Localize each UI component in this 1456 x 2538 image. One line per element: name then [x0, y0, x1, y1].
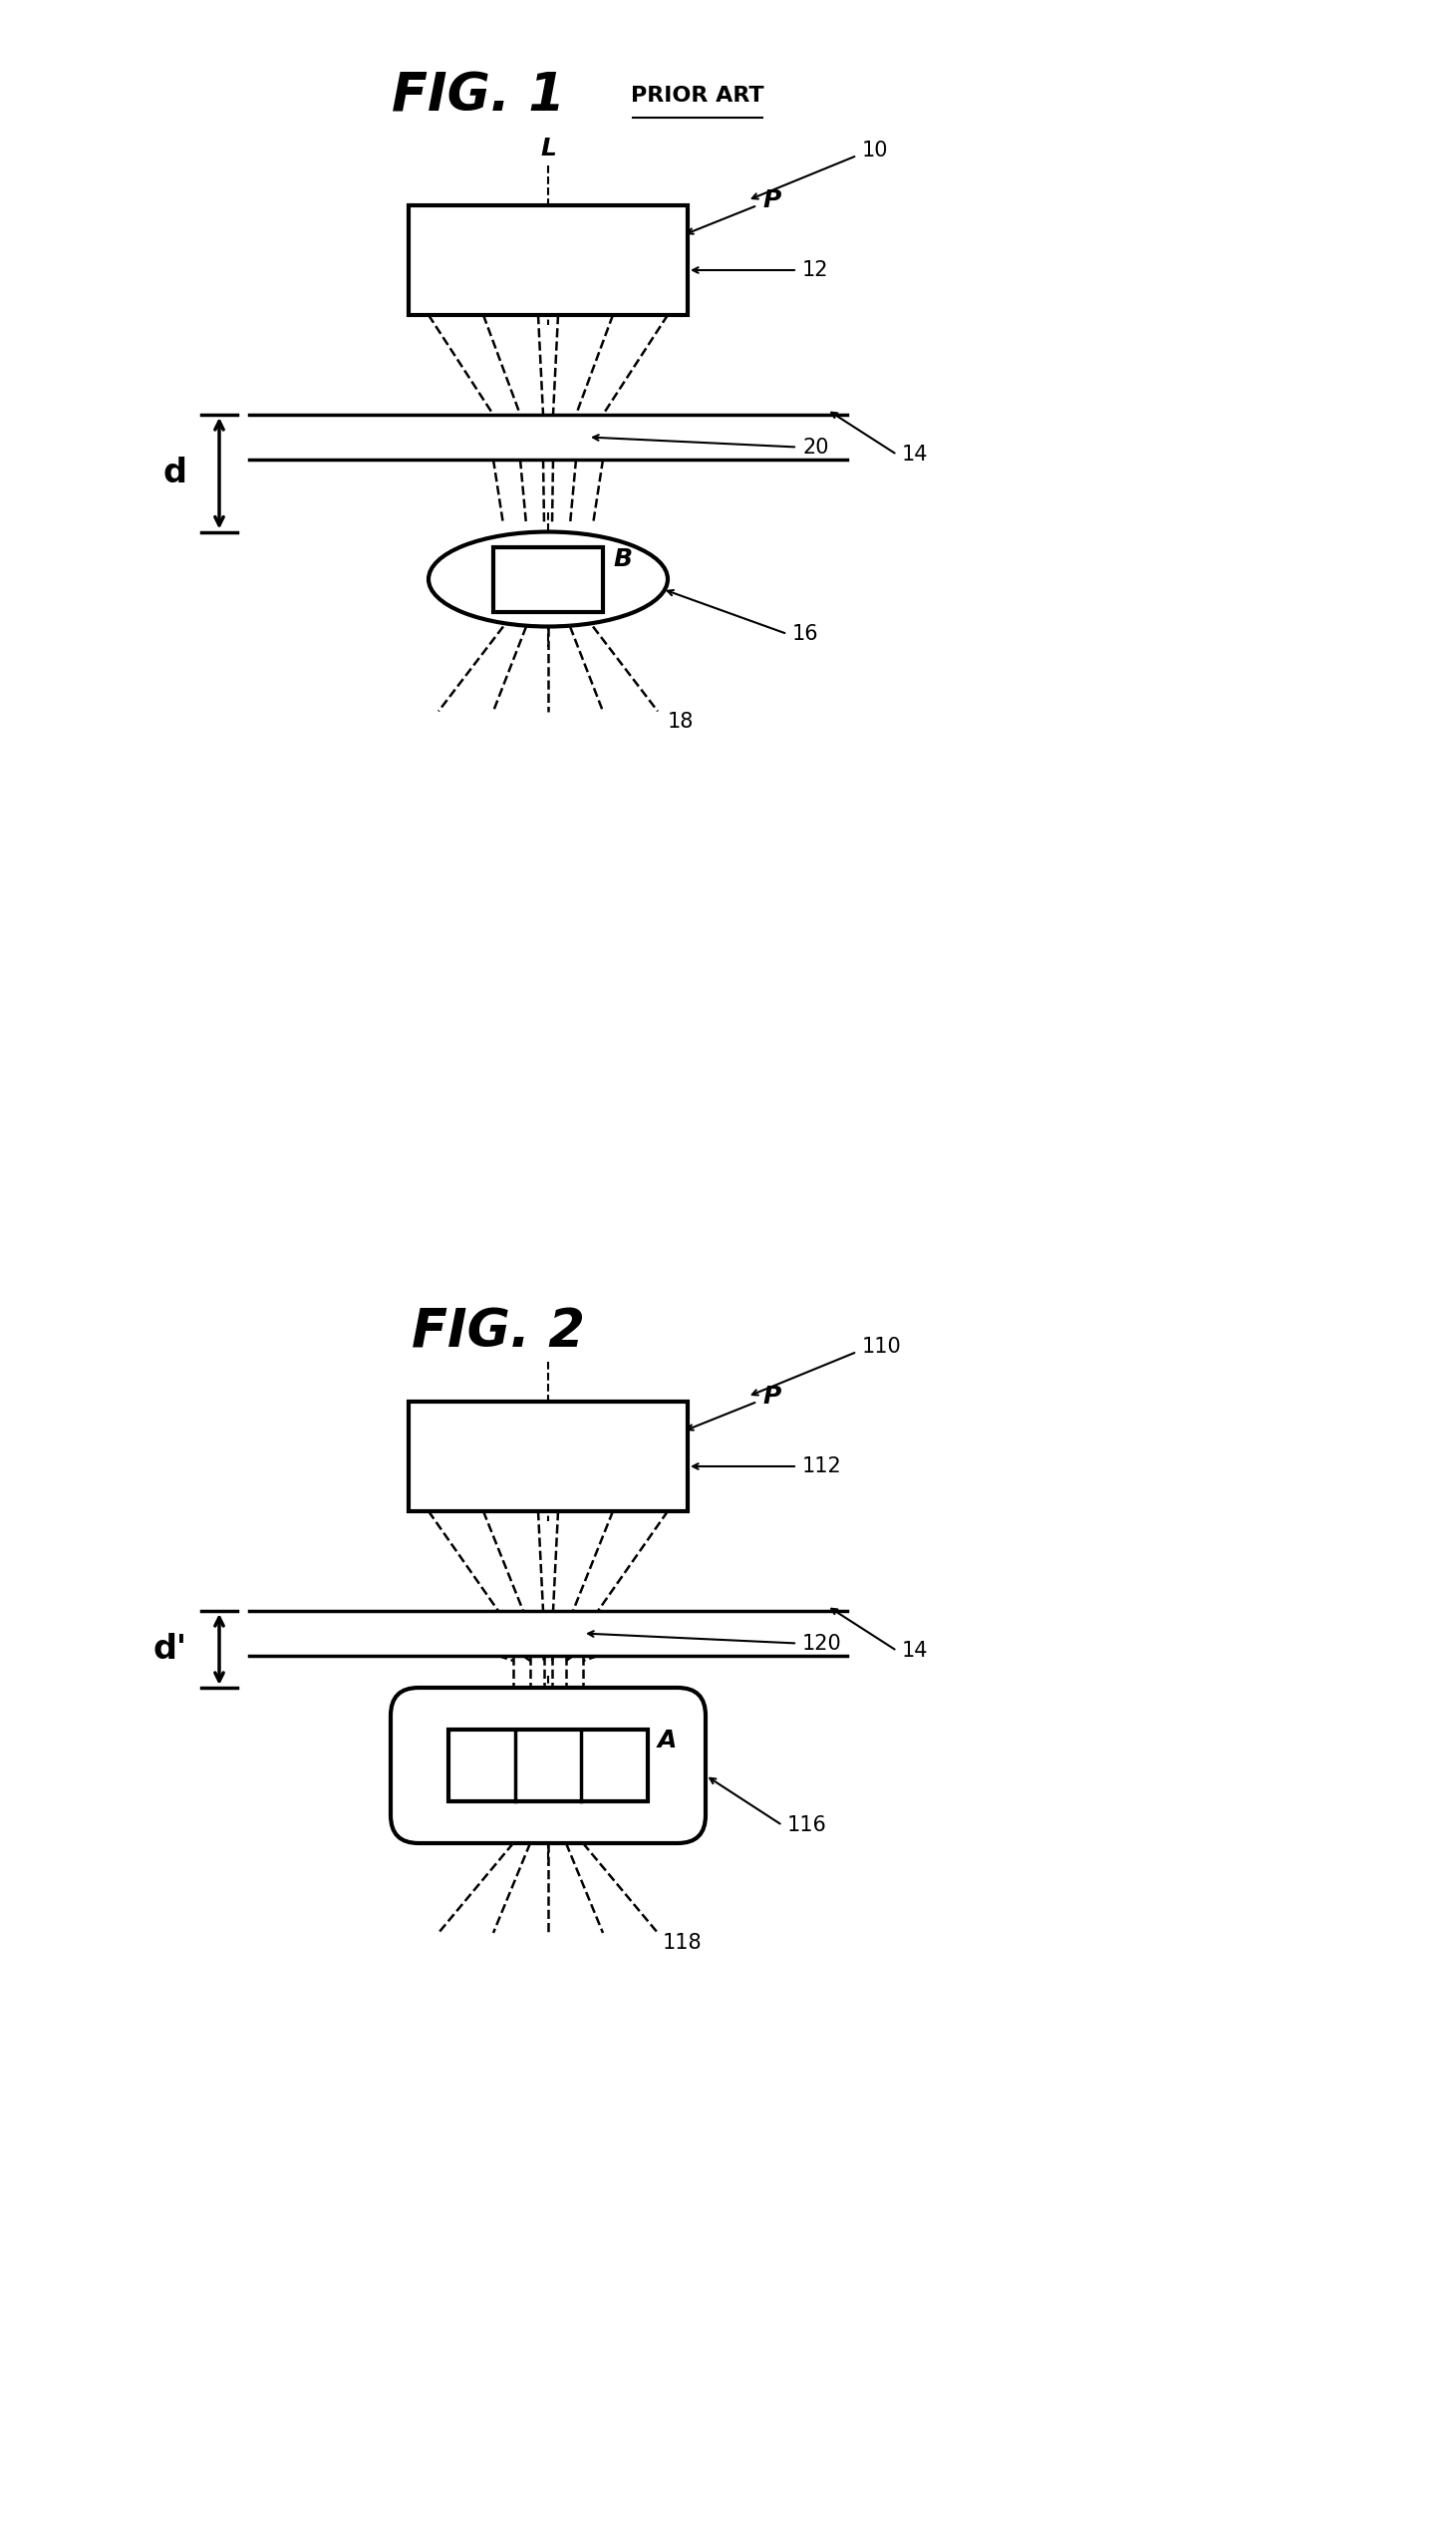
Text: 112: 112	[802, 1457, 842, 1477]
Text: 12: 12	[802, 261, 828, 279]
Text: FIG. 2: FIG. 2	[412, 1307, 585, 1358]
Text: FIG. 1: FIG. 1	[392, 69, 565, 122]
Text: 16: 16	[792, 624, 818, 645]
Text: 120: 120	[802, 1634, 842, 1652]
Text: 118: 118	[662, 1934, 702, 1952]
Bar	[409, 1401, 687, 1510]
Text: 110: 110	[862, 1338, 901, 1358]
Text: 116: 116	[788, 1815, 827, 1835]
Text: 20: 20	[802, 437, 828, 457]
Text: B: B	[613, 548, 632, 571]
Ellipse shape	[428, 533, 668, 627]
Text: d': d'	[153, 1632, 186, 1665]
Text: 14: 14	[901, 444, 929, 464]
Bar	[494, 546, 603, 612]
Text: A: A	[658, 1728, 677, 1751]
Text: P: P	[763, 1386, 780, 1409]
Text: 10: 10	[862, 140, 888, 160]
FancyBboxPatch shape	[390, 1688, 706, 1843]
Text: P: P	[763, 188, 780, 213]
Text: L: L	[540, 137, 556, 160]
Text: 18: 18	[668, 711, 695, 731]
Bar	[409, 206, 687, 315]
Text: d: d	[163, 457, 186, 490]
Text: 14: 14	[901, 1642, 929, 1660]
Text: PRIOR ART: PRIOR ART	[630, 86, 764, 107]
Bar	[448, 1728, 648, 1802]
